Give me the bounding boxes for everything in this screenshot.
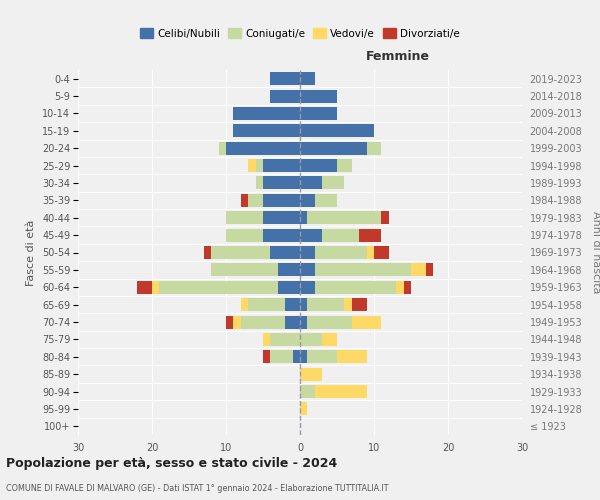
Bar — [396, 280, 404, 294]
Bar — [300, 350, 307, 364]
Bar — [307, 350, 337, 364]
Bar — [248, 194, 263, 207]
Bar — [300, 90, 337, 102]
Bar — [263, 228, 300, 241]
Bar — [211, 246, 271, 259]
Bar — [300, 124, 374, 138]
Bar — [352, 316, 382, 328]
Bar — [263, 211, 300, 224]
Bar — [359, 228, 382, 241]
Legend: Celibi/Nubili, Coniugati/e, Vedovi/e, Divorziati/e: Celibi/Nubili, Coniugati/e, Vedovi/e, Di… — [136, 24, 464, 42]
Bar — [374, 246, 389, 259]
Bar — [404, 280, 411, 294]
Bar — [285, 298, 300, 311]
Bar — [344, 298, 352, 311]
Bar — [233, 107, 300, 120]
Bar — [300, 142, 367, 154]
Bar — [233, 316, 241, 328]
Bar — [300, 402, 307, 415]
Bar — [204, 246, 211, 259]
Bar — [300, 107, 337, 120]
Bar — [241, 298, 248, 311]
Bar — [300, 316, 307, 328]
Bar — [300, 72, 315, 85]
Bar — [285, 316, 300, 328]
Text: Femmine: Femmine — [365, 50, 430, 62]
Bar — [293, 350, 300, 364]
Bar — [300, 368, 322, 380]
Y-axis label: Fasce di età: Fasce di età — [26, 220, 37, 286]
Bar — [271, 333, 300, 346]
Bar — [160, 280, 278, 294]
Bar — [300, 280, 315, 294]
Bar — [307, 211, 382, 224]
Bar — [300, 385, 315, 398]
Bar — [322, 176, 344, 190]
Bar — [263, 194, 300, 207]
Bar — [367, 142, 382, 154]
Bar — [411, 264, 426, 276]
Bar — [382, 211, 389, 224]
Bar — [337, 159, 352, 172]
Bar — [315, 385, 367, 398]
Bar — [256, 176, 263, 190]
Bar — [241, 194, 248, 207]
Bar — [271, 350, 293, 364]
Bar — [300, 228, 322, 241]
Bar — [315, 280, 396, 294]
Bar — [248, 298, 285, 311]
Bar — [278, 280, 300, 294]
Bar — [256, 159, 263, 172]
Bar — [263, 333, 271, 346]
Bar — [315, 264, 411, 276]
Bar — [300, 194, 315, 207]
Bar — [315, 194, 337, 207]
Bar — [300, 176, 322, 190]
Bar — [271, 72, 300, 85]
Bar — [300, 211, 307, 224]
Bar — [263, 350, 271, 364]
Bar — [271, 90, 300, 102]
Bar — [263, 159, 300, 172]
Bar — [300, 333, 322, 346]
Bar — [271, 246, 300, 259]
Bar — [248, 159, 256, 172]
Text: Popolazione per età, sesso e stato civile - 2024: Popolazione per età, sesso e stato civil… — [6, 458, 337, 470]
Bar — [241, 316, 285, 328]
Bar — [367, 246, 374, 259]
Y-axis label: Anni di nascita: Anni di nascita — [591, 211, 600, 294]
Bar — [226, 211, 263, 224]
Bar — [233, 124, 300, 138]
Bar — [322, 333, 337, 346]
Bar — [426, 264, 433, 276]
Bar — [137, 280, 152, 294]
Bar — [307, 316, 352, 328]
Bar — [307, 298, 344, 311]
Bar — [315, 246, 367, 259]
Bar — [300, 246, 315, 259]
Text: COMUNE DI FAVALE DI MALVARO (GE) - Dati ISTAT 1° gennaio 2024 - Elaborazione TUT: COMUNE DI FAVALE DI MALVARO (GE) - Dati … — [6, 484, 389, 493]
Bar — [278, 264, 300, 276]
Bar — [337, 350, 367, 364]
Bar — [300, 264, 315, 276]
Bar — [218, 142, 226, 154]
Bar — [322, 228, 359, 241]
Bar — [263, 176, 300, 190]
Bar — [352, 298, 367, 311]
Bar — [226, 142, 300, 154]
Bar — [226, 228, 263, 241]
Bar — [211, 264, 278, 276]
Bar — [300, 159, 337, 172]
Bar — [226, 316, 233, 328]
Bar — [300, 298, 307, 311]
Bar — [152, 280, 160, 294]
